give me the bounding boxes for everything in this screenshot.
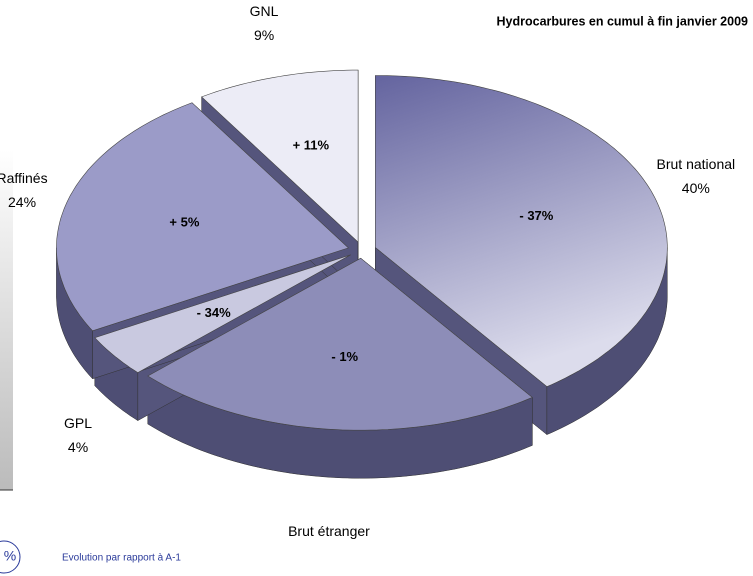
slice <box>201 69 359 243</box>
legend-symbol: % <box>4 548 16 564</box>
legend-text: Evolution par rapport à A-1 <box>62 553 181 564</box>
side-bar <box>0 150 13 490</box>
category-label: Brut étranger <box>288 523 370 539</box>
value-label: 40% <box>682 180 710 196</box>
slice <box>147 257 533 431</box>
slice <box>94 254 351 373</box>
evolution-label: + 5% <box>169 215 199 230</box>
category-label: Raffinés <box>0 170 48 186</box>
value-label: 4% <box>68 439 88 455</box>
chart-title: Hydrocarbures en cumul à fin janvier 200… <box>497 14 749 28</box>
category-label: Brut national <box>657 156 736 172</box>
evolution-label: + 11% <box>293 138 330 153</box>
legend-symbol-circle <box>0 540 21 574</box>
slice <box>56 102 349 332</box>
value-label: 24% <box>8 194 36 210</box>
slice <box>375 75 668 387</box>
category-label: GNL <box>250 3 279 19</box>
evolution-label: - 1% <box>331 349 358 364</box>
pie: - 37% Brut national 40% - 1% Brut étranger - … <box>0 3 735 539</box>
value-label: 9% <box>254 27 274 43</box>
evolution-label: - 34% <box>197 305 231 320</box>
category-label: GPL <box>64 415 92 431</box>
slice-tops: - 37% Brut national 40% - 1% Brut étranger - … <box>0 3 735 539</box>
evolution-label: - 37% <box>519 208 553 223</box>
